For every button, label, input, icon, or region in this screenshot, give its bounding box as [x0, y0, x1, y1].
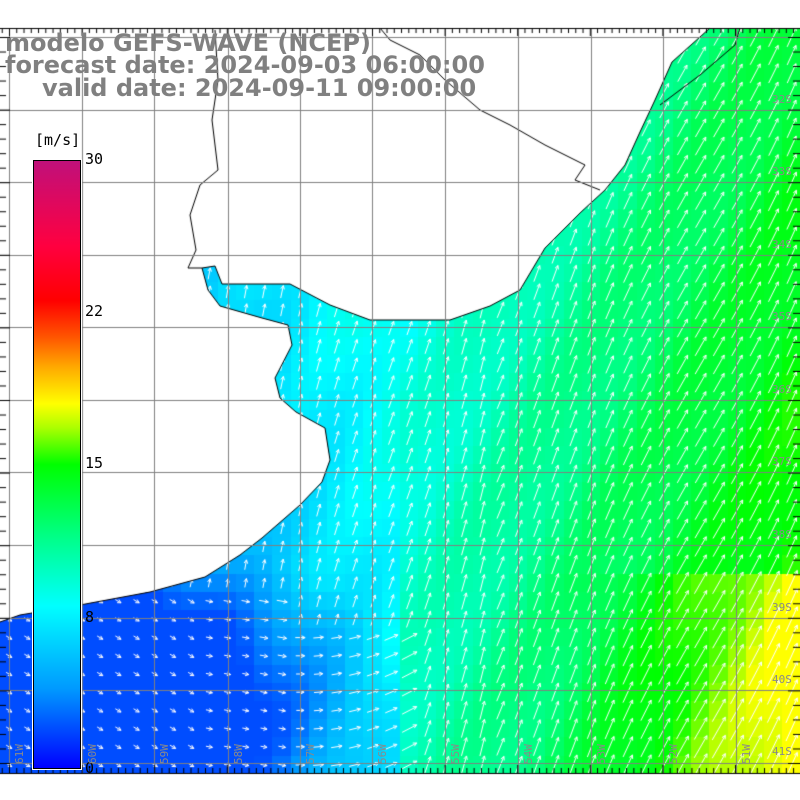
lon-label: 51W	[740, 744, 753, 764]
lat-label: 39S	[772, 601, 792, 614]
lon-label: 58W	[232, 744, 245, 764]
valid-date: valid date: 2024-09-11 09:00:00	[42, 74, 477, 102]
lon-label: 57W	[304, 744, 317, 764]
lat-label: 36S	[772, 383, 792, 396]
lat-label: 37S	[772, 455, 792, 468]
colorbar-label-15: 15	[85, 454, 104, 472]
lat-label: 38S	[772, 528, 792, 541]
lon-label: 61W	[13, 744, 26, 764]
lat-label: 35S	[772, 310, 792, 323]
lon-label: 55W	[449, 744, 462, 764]
lon-label: 59W	[158, 744, 171, 764]
colorbar-unit: [m/s]	[35, 131, 81, 149]
forecast-date: forecast date: 2024-09-03 06:00:00	[5, 51, 485, 79]
colorbar-label-8: 8	[85, 608, 95, 626]
lon-label: 52W	[667, 744, 680, 764]
lat-label: 33S	[772, 165, 792, 178]
colorbar-label-0: 0	[85, 759, 95, 777]
lat-label: 40S	[772, 673, 792, 686]
lon-label: 60W	[86, 744, 99, 764]
lon-label: 56W	[376, 744, 389, 764]
lon-label: 54W	[522, 744, 535, 764]
lon-label: 53W	[595, 744, 608, 764]
lat-label: 34S	[772, 238, 792, 251]
lat-label: 41S	[772, 745, 792, 758]
colorbar	[33, 160, 81, 769]
colorbar-label-22: 22	[85, 302, 104, 320]
colorbar-label-30: 30	[85, 150, 104, 168]
model-title: modelo GEFS-WAVE (NCEP)	[5, 29, 371, 57]
lat-label: 32S	[772, 93, 792, 106]
